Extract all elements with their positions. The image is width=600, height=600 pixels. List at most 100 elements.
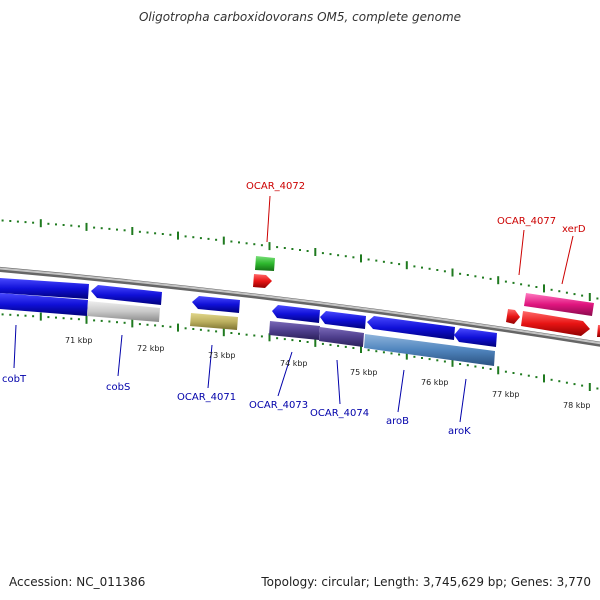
gene-label-arok[interactable]: aroK	[448, 426, 471, 437]
minor-tick	[276, 337, 279, 340]
gene-label-ocar-4073[interactable]: OCAR_4073	[249, 400, 308, 411]
minor-tick	[1, 313, 4, 316]
minor-tick	[253, 334, 256, 337]
minor-tick	[428, 267, 431, 270]
minor-tick	[352, 256, 355, 259]
major-tick	[360, 254, 362, 263]
minor-tick	[169, 233, 172, 236]
gene-label-xerd[interactable]: xerD	[562, 224, 586, 235]
minor-tick	[9, 313, 12, 316]
minor-tick	[154, 324, 157, 327]
gene-label-arob[interactable]: aroB	[386, 416, 409, 427]
minor-tick	[344, 345, 347, 348]
major-tick	[451, 358, 454, 367]
gene-label-ocar-4077[interactable]: OCAR_4077	[497, 216, 556, 227]
minor-tick	[108, 320, 111, 323]
gene-cobt-top[interactable]	[0, 278, 89, 299]
gene-ocar-4074[interactable]	[319, 327, 364, 347]
minor-tick	[184, 235, 187, 238]
gene-ocar-4072-top[interactable]	[255, 256, 275, 271]
kbp-label: 77 kbp	[492, 390, 520, 399]
minor-tick	[77, 225, 80, 228]
gene-ocar-4071-olive[interactable]	[190, 313, 238, 330]
gene-label-cobs[interactable]: cobS	[106, 382, 130, 393]
minor-tick	[238, 241, 240, 244]
gene-cobs[interactable]	[87, 301, 160, 322]
major-tick	[39, 312, 42, 321]
minor-tick	[93, 319, 96, 322]
kbp-label: 71 kbp	[65, 336, 93, 345]
minor-tick	[321, 342, 324, 345]
gene-ocar-4072-arrow[interactable]	[253, 274, 272, 288]
minor-tick	[474, 275, 477, 278]
major-tick	[222, 236, 225, 245]
inner-tick-ring	[1, 312, 599, 391]
leader-cobs	[117, 334, 123, 377]
minor-tick	[436, 269, 439, 271]
leader-ocar-4073	[277, 351, 293, 397]
minor-tick	[230, 332, 233, 334]
minor-tick	[382, 260, 385, 263]
gene-arob-top[interactable]	[367, 316, 455, 340]
minor-tick	[550, 288, 553, 291]
minor-tick	[596, 387, 599, 390]
gene-cobt[interactable]	[0, 293, 88, 316]
topology-label: Topology: circular; Length: 3,745,629 bp…	[261, 575, 591, 589]
major-tick	[85, 222, 88, 231]
major-tick	[360, 345, 362, 353]
gene-arob-arok[interactable]	[364, 334, 495, 366]
minor-tick	[123, 321, 126, 324]
minor-tick	[344, 255, 347, 258]
major-tick	[588, 383, 591, 391]
minor-tick	[77, 318, 80, 321]
gene-ocar-4071[interactable]	[192, 296, 240, 313]
minor-tick	[16, 314, 19, 317]
major-tick	[39, 219, 42, 228]
minor-tick	[398, 263, 401, 266]
major-tick	[268, 333, 271, 342]
minor-tick	[337, 344, 340, 347]
gene-ocar-4074-top[interactable]	[320, 311, 366, 329]
minor-tick	[367, 349, 370, 352]
minor-tick	[421, 357, 423, 359]
minor-tick	[482, 366, 484, 369]
minor-tick	[93, 226, 96, 229]
minor-tick	[215, 238, 218, 241]
gene-ocar-4073-top[interactable]	[272, 305, 320, 323]
minor-tick	[299, 340, 301, 342]
minor-tick	[520, 283, 523, 286]
kbp-label: 72 kbp	[137, 344, 165, 353]
minor-tick	[24, 314, 27, 317]
minor-tick	[573, 293, 576, 296]
gene-label-ocar-4071[interactable]: OCAR_4071	[177, 392, 236, 403]
gene-ocar-4073[interactable]	[269, 321, 320, 340]
minor-tick	[390, 352, 393, 355]
minor-tick	[527, 374, 530, 377]
gene-label-ocar-4072[interactable]: OCAR_4072	[246, 181, 305, 192]
leader-ocar-4072	[266, 195, 271, 243]
minor-tick	[443, 360, 446, 363]
gene-cobs-top[interactable]	[91, 285, 162, 305]
minor-tick	[116, 228, 118, 231]
minor-tick	[443, 270, 446, 273]
major-tick	[314, 338, 317, 347]
leader-xerd	[561, 235, 574, 285]
leader-arok	[459, 378, 467, 423]
gene-xerd-top[interactable]	[524, 293, 594, 316]
minor-tick	[390, 261, 393, 264]
minor-tick	[428, 358, 431, 361]
genome-backbone-highlight	[0, 267, 600, 345]
gene-arok-top[interactable]	[454, 328, 497, 347]
gene-label-ocar-4074[interactable]: OCAR_4074	[310, 408, 369, 419]
gene-xerd[interactable]	[521, 311, 590, 336]
minor-tick	[253, 243, 256, 246]
gene-edge-red[interactable]	[597, 325, 600, 337]
major-tick	[177, 231, 179, 240]
major-tick	[85, 315, 88, 324]
minor-tick	[550, 378, 553, 381]
minor-tick	[291, 339, 294, 342]
gene-ocar-4077[interactable]	[506, 309, 520, 324]
gene-label-cobt[interactable]: cobT	[2, 374, 27, 385]
major-tick	[497, 366, 500, 375]
